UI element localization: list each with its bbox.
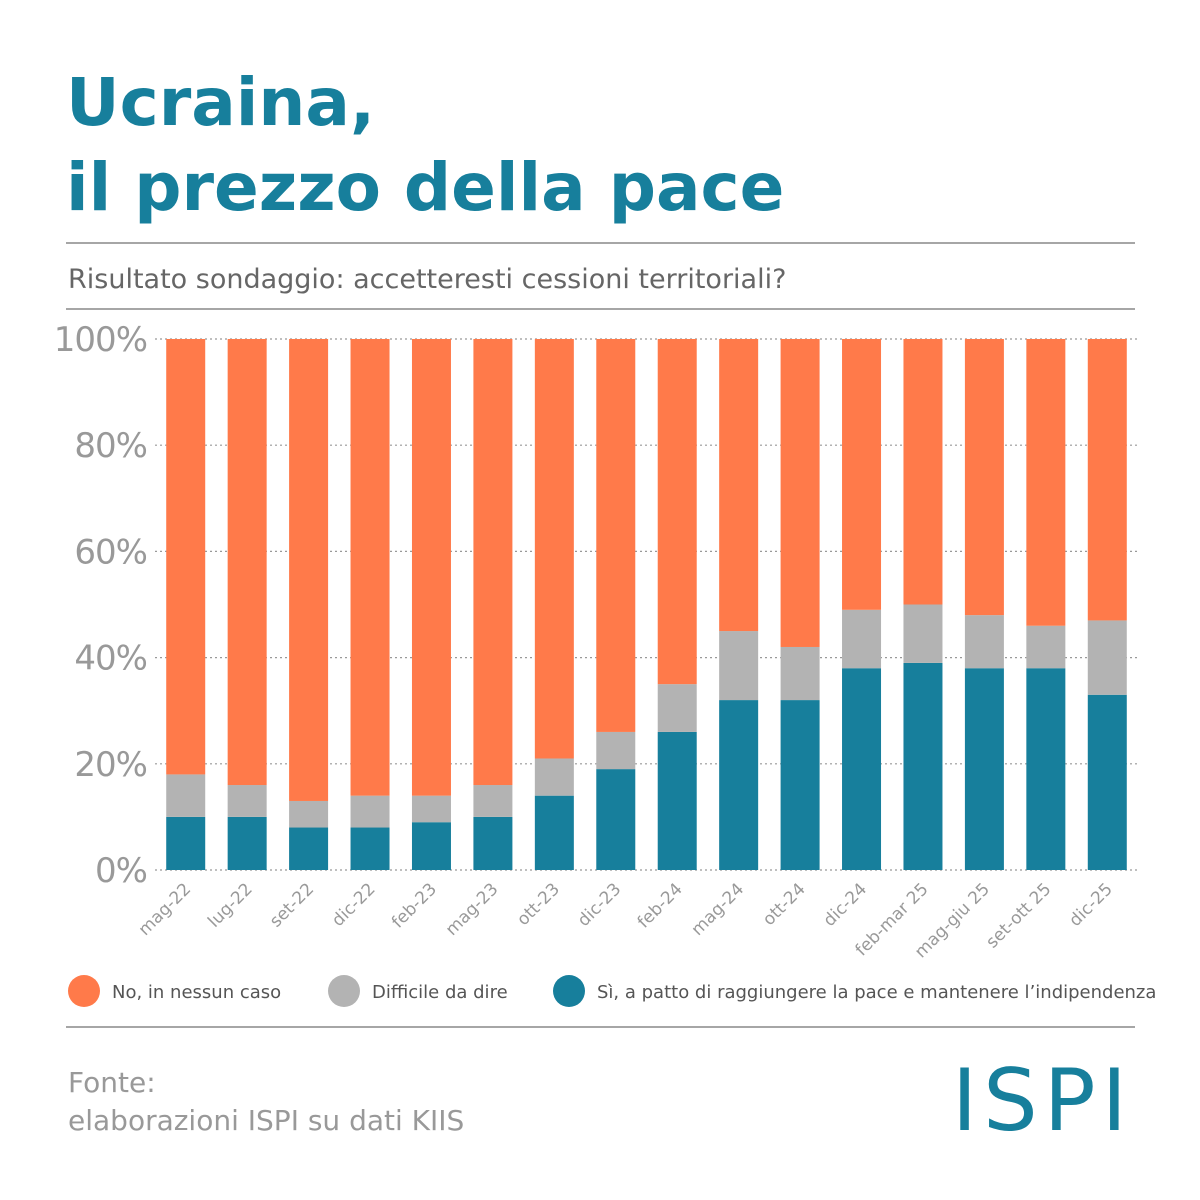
y-tick-label: 60% <box>74 532 147 572</box>
legend-swatch <box>68 975 100 1007</box>
bar-segment <box>657 684 697 732</box>
bar-segment <box>473 785 513 817</box>
bar-segment <box>719 631 759 701</box>
bar-segment <box>350 827 390 870</box>
bar-segment <box>227 785 267 817</box>
source-line: Fonte: <box>68 1066 156 1099</box>
bar-segment <box>411 339 451 796</box>
bar-segment <box>411 822 451 870</box>
logo: ISPI <box>952 1051 1133 1151</box>
bar-segment <box>596 731 636 770</box>
legend-swatch <box>328 975 360 1007</box>
bar-segment <box>1087 694 1127 870</box>
legend-label: Difficile da dire <box>372 982 508 1003</box>
bar-segment <box>964 668 1004 870</box>
bar-segment <box>903 662 943 870</box>
y-tick-label: 100% <box>54 320 147 360</box>
bar-segment <box>534 758 574 796</box>
bar-segment <box>842 339 882 610</box>
title-line: il prezzo della pace <box>66 149 784 226</box>
bar-segment <box>964 615 1004 669</box>
y-tick-label: 40% <box>74 639 147 679</box>
title-line: Ucraina, <box>66 64 375 141</box>
bar-segment <box>473 339 513 786</box>
bar-segment <box>166 339 206 775</box>
bar-segment <box>166 774 206 817</box>
subtitle: Risultato sondaggio: accetteresti cessio… <box>68 264 786 295</box>
bar-segment <box>903 604 943 663</box>
bar-segment <box>473 816 513 870</box>
bar-segment <box>780 700 820 870</box>
bar-segment <box>719 700 759 870</box>
bar-segment <box>1026 668 1066 870</box>
bar-segment <box>534 339 574 759</box>
bar-segment <box>842 609 882 669</box>
legend-label: No, in nessun caso <box>112 982 281 1003</box>
bar-segment <box>227 816 267 870</box>
bar-segment <box>719 339 759 632</box>
bar-segment <box>227 339 267 786</box>
bar-segment <box>411 795 451 823</box>
bar-segment <box>964 339 1004 616</box>
bar-segment <box>780 646 820 701</box>
bar-segment <box>534 795 574 870</box>
bar-segment <box>350 339 390 796</box>
bar-segment <box>289 339 329 801</box>
bar-segment <box>596 769 636 870</box>
bar-segment <box>1087 620 1127 695</box>
bar-segment <box>289 800 329 828</box>
bar-segment <box>1026 339 1066 626</box>
y-tick-label: 0% <box>95 851 147 891</box>
y-tick-label: 80% <box>74 426 147 466</box>
bar-segment <box>596 339 636 732</box>
bar-segment <box>780 339 820 647</box>
bar-segment <box>350 795 390 828</box>
bar-segment <box>1026 625 1066 669</box>
bar-segment <box>657 731 697 870</box>
y-tick-label: 20% <box>74 745 147 785</box>
bar-segment <box>903 339 943 605</box>
bar-segment <box>289 827 329 870</box>
legend-label: Sì, a patto di raggiungere la pace e man… <box>597 982 1156 1003</box>
bar-segment <box>842 668 882 870</box>
legend-swatch <box>553 975 585 1007</box>
bar-segment <box>657 339 697 685</box>
bar-segment <box>1087 339 1127 621</box>
bar-segment <box>166 816 206 870</box>
source-line: elaborazioni ISPI su dati KIIS <box>68 1104 464 1137</box>
